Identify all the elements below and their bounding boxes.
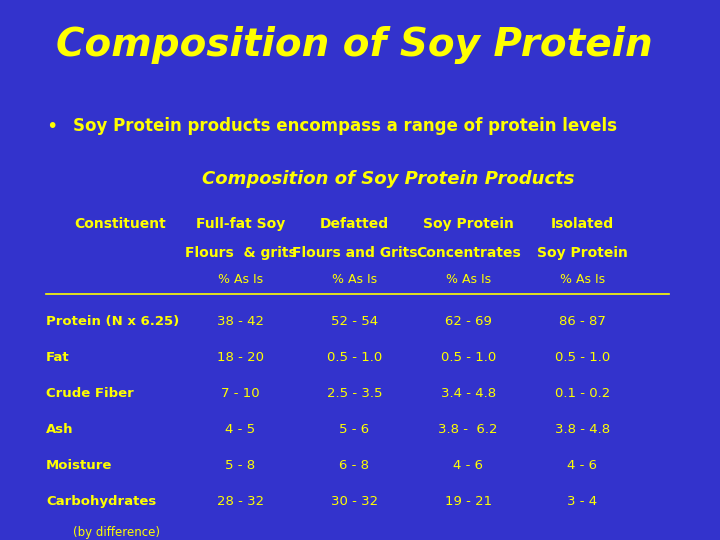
Text: Soy Protein products encompass a range of protein levels: Soy Protein products encompass a range o… [73,117,617,134]
Text: Ash: Ash [46,423,73,436]
Text: Soy Protein: Soy Protein [536,246,628,260]
Text: 4 - 6: 4 - 6 [567,460,597,472]
Text: Flours and Grits: Flours and Grits [292,246,417,260]
Text: Moisture: Moisture [46,460,112,472]
Text: 18 - 20: 18 - 20 [217,352,264,365]
Text: Full-fat Soy: Full-fat Soy [196,217,285,231]
Text: Composition of Soy Protein Products: Composition of Soy Protein Products [202,170,574,187]
Text: 19 - 21: 19 - 21 [445,496,492,509]
Text: Flours  & grits: Flours & grits [184,246,297,260]
Text: 2.5 - 3.5: 2.5 - 3.5 [327,387,382,400]
Text: 6 - 8: 6 - 8 [339,460,369,472]
Text: 62 - 69: 62 - 69 [445,315,492,328]
Text: Fat: Fat [46,352,70,365]
Text: Carbohydrates: Carbohydrates [46,496,156,509]
Text: 7 - 10: 7 - 10 [221,387,260,400]
Text: Soy Protein: Soy Protein [423,217,513,231]
Text: 5 - 6: 5 - 6 [339,423,369,436]
Text: 0.5 - 1.0: 0.5 - 1.0 [441,352,496,365]
Text: Protein (N x 6.25): Protein (N x 6.25) [46,315,179,328]
Text: (by difference): (by difference) [73,526,160,539]
Text: 4 - 6: 4 - 6 [454,460,483,472]
Text: 3 - 4: 3 - 4 [567,496,597,509]
Text: 5 - 8: 5 - 8 [225,460,256,472]
Text: 3.4 - 4.8: 3.4 - 4.8 [441,387,496,400]
Text: Isolated: Isolated [551,217,613,231]
Text: 0.5 - 1.0: 0.5 - 1.0 [554,352,610,365]
Text: 3.8 - 4.8: 3.8 - 4.8 [554,423,610,436]
Text: % As Is: % As Is [332,273,377,286]
Text: 0.1 - 0.2: 0.1 - 0.2 [554,387,610,400]
Text: Constituent: Constituent [74,217,166,231]
Text: 86 - 87: 86 - 87 [559,315,606,328]
Text: 38 - 42: 38 - 42 [217,315,264,328]
Text: Concentrates: Concentrates [416,246,521,260]
Text: % As Is: % As Is [559,273,605,286]
Text: 52 - 54: 52 - 54 [330,315,378,328]
Text: % As Is: % As Is [446,273,491,286]
Text: Composition of Soy Protein: Composition of Soy Protein [56,26,652,64]
Text: 0.5 - 1.0: 0.5 - 1.0 [327,352,382,365]
Text: % As Is: % As Is [218,273,263,286]
Text: 28 - 32: 28 - 32 [217,496,264,509]
Text: 4 - 5: 4 - 5 [225,423,256,436]
Text: 3.8 -  6.2: 3.8 - 6.2 [438,423,498,436]
Text: •: • [46,117,58,136]
Text: Crude Fiber: Crude Fiber [46,387,134,400]
Text: Defatted: Defatted [320,217,389,231]
Text: 30 - 32: 30 - 32 [330,496,378,509]
